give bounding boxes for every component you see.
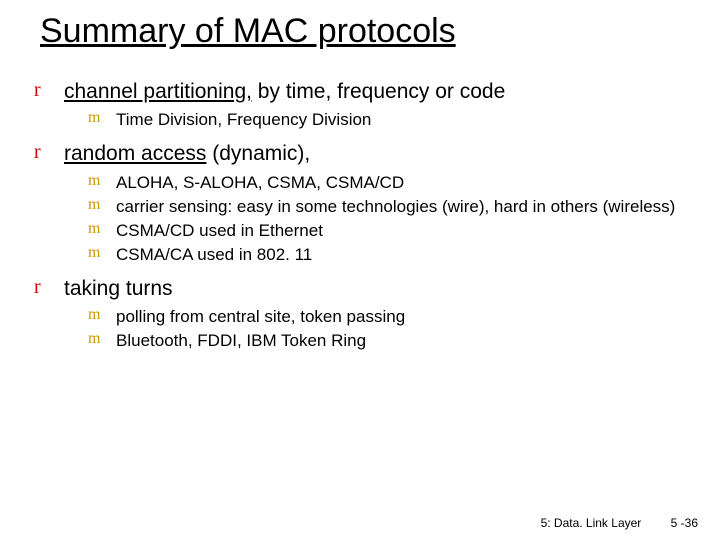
sub-text: Bluetooth, FDDI, IBM Token Ring [116,330,366,352]
sub-text: Time Division, Frequency Division [116,109,371,131]
slide: Summary of MAC protocols rchannel partit… [0,0,720,540]
r-marker-icon: r [34,79,64,102]
m-marker-icon: m [88,330,116,348]
bullet-item: rrandom access (dynamic), [28,141,692,167]
m-marker-icon: m [88,306,116,324]
sub-text: CSMA/CD used in Ethernet [116,220,323,242]
m-marker-icon: m [88,196,116,214]
sub-text: polling from central site, token passing [116,306,405,328]
sub-list: mpolling from central site, token passin… [28,306,692,352]
sub-item: mALOHA, S-ALOHA, CSMA, CSMA/CD [28,172,692,194]
sub-item: mcarrier sensing: easy in some technolog… [28,196,692,218]
slide-title: Summary of MAC protocols [40,12,692,51]
footer-chapter: 5: Data. Link Layer [541,516,642,530]
sub-text: CSMA/CA used in 802. 11 [116,244,312,266]
slide-footer: 5: Data. Link Layer 5 -36 [541,516,698,530]
bullet-item: rchannel partitioning, by time, frequenc… [28,79,692,105]
sub-item: mCSMA/CD used in Ethernet [28,220,692,242]
sub-text: carrier sensing: easy in some technologi… [116,196,675,218]
r-marker-icon: r [34,276,64,299]
sub-item: mCSMA/CA used in 802. 11 [28,244,692,266]
sub-item: mpolling from central site, token passin… [28,306,692,328]
sub-list: mTime Division, Frequency Division [28,109,692,131]
slide-body: rchannel partitioning, by time, frequenc… [28,79,692,352]
footer-page: 5 -36 [671,516,698,530]
bullet-item: rtaking turns [28,276,692,302]
bullet-text: taking turns [64,276,173,302]
bullet-text: random access (dynamic), [64,141,310,167]
sub-text: ALOHA, S-ALOHA, CSMA, CSMA/CD [116,172,404,194]
sub-item: mTime Division, Frequency Division [28,109,692,131]
bullet-text: channel partitioning, by time, frequency… [64,79,505,105]
sub-list: mALOHA, S-ALOHA, CSMA, CSMA/CDmcarrier s… [28,172,692,266]
r-marker-icon: r [34,141,64,164]
m-marker-icon: m [88,244,116,262]
m-marker-icon: m [88,172,116,190]
sub-item: mBluetooth, FDDI, IBM Token Ring [28,330,692,352]
m-marker-icon: m [88,220,116,238]
m-marker-icon: m [88,109,116,127]
